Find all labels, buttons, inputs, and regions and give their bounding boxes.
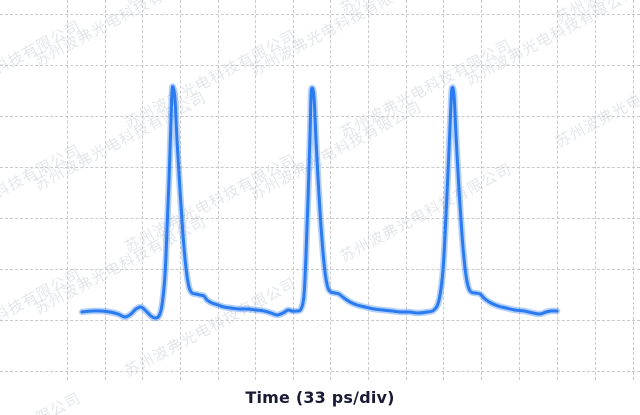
waveform-line-path	[80, 85, 559, 320]
x-axis-label: Time (33 ps/div)	[245, 388, 395, 407]
